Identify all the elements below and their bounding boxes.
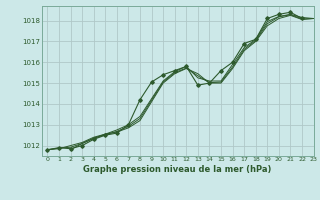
X-axis label: Graphe pression niveau de la mer (hPa): Graphe pression niveau de la mer (hPa) <box>84 165 272 174</box>
